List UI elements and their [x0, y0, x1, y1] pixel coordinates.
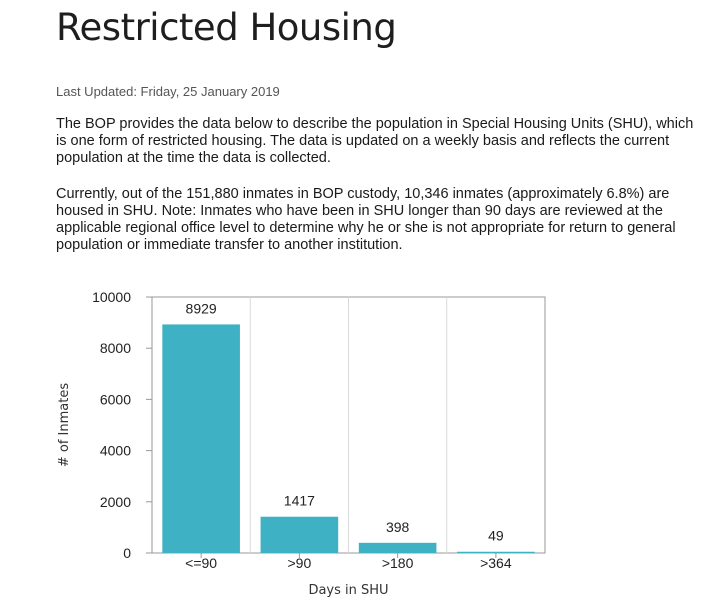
bar-data-label: 8929	[186, 300, 217, 316]
bar	[260, 516, 339, 553]
bar-data-label: 398	[386, 519, 410, 535]
y-tick-label: 2000	[100, 494, 131, 510]
y-tick-label: 4000	[100, 443, 131, 459]
x-axis-title: Days in SHU	[308, 583, 388, 598]
bar	[162, 324, 240, 553]
x-tick-label: <=90	[185, 555, 217, 571]
last-updated-date: Last Updated: Friday, 25 January 2019	[56, 84, 280, 99]
x-tick-label: >364	[480, 555, 512, 571]
intro-paragraph: The BOP provides the data below to descr…	[56, 116, 694, 166]
y-tick-label: 0	[123, 545, 131, 561]
bar	[457, 551, 535, 553]
x-tick-label: >180	[382, 555, 414, 571]
bar-data-label: 49	[488, 528, 504, 544]
x-tick-label: >90	[288, 555, 312, 571]
page-title: Restricted Housing	[56, 6, 397, 49]
bar	[358, 542, 437, 553]
y-tick-label: 10000	[92, 289, 131, 305]
y-tick-label: 6000	[100, 391, 131, 407]
bar-data-label: 1417	[284, 493, 315, 509]
y-axis-title: # of Inmates	[57, 383, 72, 467]
shu-bar-chart: 0 2000 4000 6000 8000 10000 8929 <=90 1417 >90 398…	[57, 289, 546, 598]
population-paragraph: Currently, out of the 151,880 inmates in…	[56, 186, 676, 253]
y-tick-label: 8000	[100, 340, 131, 356]
